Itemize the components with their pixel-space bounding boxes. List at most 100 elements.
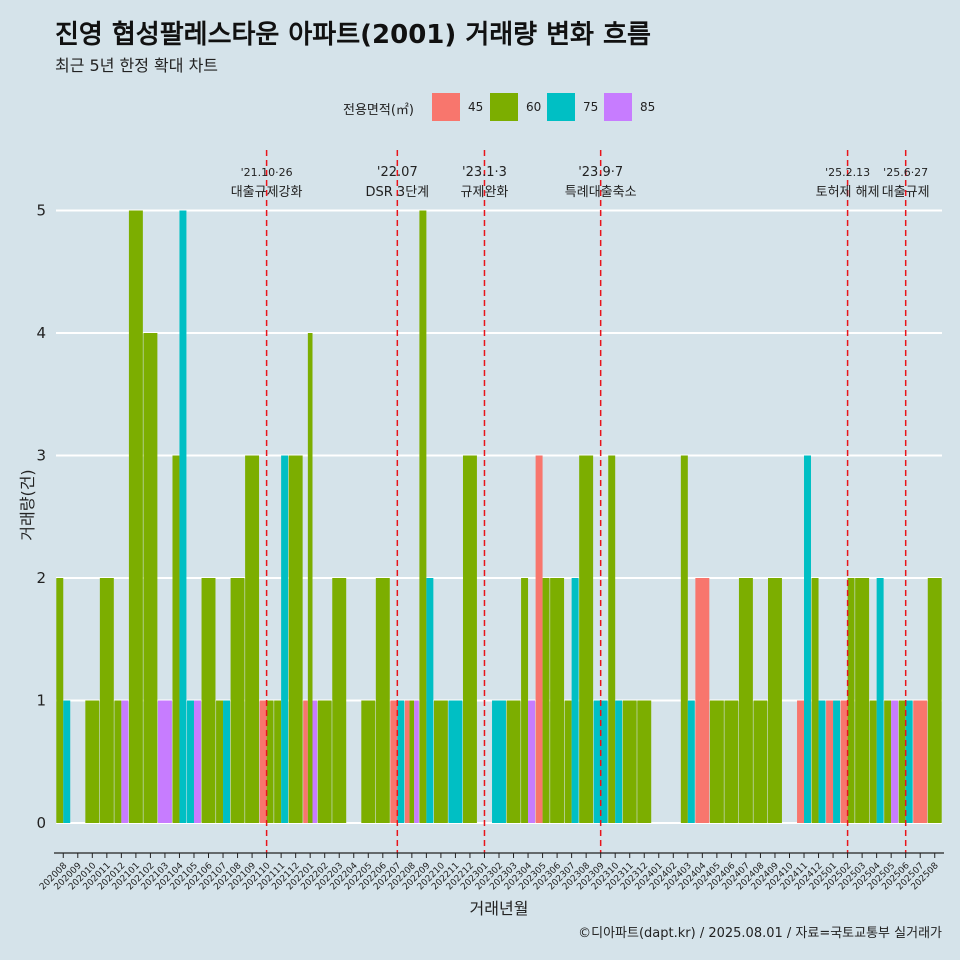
- y-tick-label: 5: [36, 202, 46, 220]
- bar-202010-60: [85, 700, 100, 823]
- y-tick-label: 1: [36, 692, 46, 710]
- bar-202208-85: [414, 700, 419, 823]
- bar-202505-85: [891, 700, 899, 823]
- legend-title: 전용면적(㎡): [343, 103, 414, 118]
- bar-202012-60: [114, 700, 122, 823]
- bar-202306-60: [550, 578, 565, 823]
- bar-202211-75: [448, 700, 463, 823]
- event-date-label: '23.9·7: [578, 165, 623, 180]
- bar-202502-45: [840, 700, 848, 823]
- bar-202110-60: [266, 700, 274, 823]
- bar-202110-45: [259, 700, 267, 823]
- bar-202405-60: [709, 700, 724, 823]
- bar-202104-75: [179, 210, 187, 823]
- bar-202508-60: [927, 578, 942, 823]
- bar-202203-60: [332, 578, 347, 823]
- bar-202008-60: [56, 578, 64, 823]
- bar-202404-45: [695, 578, 710, 823]
- bar-202207-75: [397, 700, 405, 823]
- y-tick-label: 2: [36, 569, 46, 587]
- bar-202201-85: [312, 700, 318, 823]
- bar-202308-60: [579, 455, 594, 823]
- y-tick-label: 0: [36, 814, 46, 832]
- bar-202305-45: [535, 455, 543, 823]
- event-text-label: 토허제 해제: [816, 185, 880, 200]
- bar-202408-60: [753, 700, 768, 823]
- legend-key-60: [490, 93, 518, 121]
- bar-202206-60: [375, 578, 390, 823]
- bar-202105-85: [193, 700, 201, 823]
- legend-label-60: 60: [526, 100, 542, 114]
- bar-202210-60: [433, 700, 448, 823]
- bar-202011-60: [99, 578, 114, 823]
- bar-202507-45: [913, 700, 928, 823]
- bar-202208-60: [409, 700, 415, 823]
- event-text-label: 특례대출축소: [565, 185, 637, 200]
- bar-202307-60: [564, 700, 572, 823]
- bar-202008-75: [63, 700, 71, 823]
- bar-202411-75: [804, 455, 811, 823]
- bar-202504-60: [869, 700, 877, 823]
- bar-202506-75: [905, 700, 913, 823]
- bar-202112-60: [288, 455, 303, 823]
- x-axis-title: 거래년월: [470, 899, 529, 918]
- bar-202412-60: [811, 578, 819, 823]
- bar-202505-60: [884, 700, 892, 823]
- bar-202312-60: [637, 700, 652, 823]
- bar-202302-75: [492, 700, 506, 823]
- y-tick-label: 4: [36, 324, 46, 342]
- bar-202407-60: [738, 578, 753, 823]
- bar-202303-60: [506, 700, 521, 823]
- bar-202103-85: [157, 700, 172, 823]
- legend-label-75: 75: [583, 100, 599, 114]
- event-date-label: '23.1·3: [462, 165, 507, 180]
- bar-202403-75: [687, 700, 695, 823]
- bar-202207-45: [390, 700, 398, 823]
- chart-title: 진영 협성팔레스타운 아파트(2001) 거래량 변화 흐름: [55, 20, 651, 50]
- legend-key-75: [547, 93, 575, 121]
- bar-202503-60: [855, 578, 870, 823]
- bar-202304-85: [528, 700, 536, 823]
- bar-202205-60: [361, 700, 376, 823]
- bar-202403-60: [680, 455, 688, 823]
- bar-202501-45: [826, 700, 834, 823]
- bar-202304-60: [521, 578, 529, 823]
- bar-202107-60: [216, 700, 224, 823]
- bar-202209-75: [426, 578, 434, 823]
- bar-202502-60: [847, 578, 855, 823]
- bar-202412-75: [818, 700, 826, 823]
- bar-202105-75: [187, 700, 194, 823]
- chart-subtitle: 최근 5년 한정 확대 차트: [55, 56, 219, 75]
- event-date-label: '25.2.13: [825, 166, 870, 179]
- bar-202409-60: [767, 578, 782, 823]
- event-text-label: 대출규제: [882, 185, 930, 200]
- bar-202305-60: [542, 578, 550, 823]
- legend-label-45: 45: [468, 100, 484, 114]
- bar-202108-60: [230, 578, 245, 823]
- legend-key-85: [604, 93, 632, 121]
- legend-label-85: 85: [640, 100, 656, 114]
- y-axis-title: 거래량(건): [18, 469, 37, 540]
- bar-202106-60: [201, 578, 216, 823]
- event-date-label: '21.10·26: [241, 166, 293, 179]
- bar-202209-60: [419, 210, 427, 823]
- event-text-label: DSR 3단계: [366, 185, 430, 200]
- event-text-label: 규제완화: [461, 185, 509, 200]
- bar-202208-45: [404, 700, 410, 823]
- bar-202501-75: [833, 700, 841, 823]
- bar-202102-60: [143, 333, 158, 823]
- bar-202111-60: [274, 700, 282, 823]
- bar-202202-60: [317, 700, 332, 823]
- bar-202311-60: [622, 700, 637, 823]
- bar-202310-75: [615, 700, 623, 823]
- y-tick-label: 3: [36, 447, 46, 465]
- legend-key-45: [432, 93, 460, 121]
- bar-202104-60: [172, 455, 180, 823]
- bar-202012-85: [121, 700, 129, 823]
- bar-202406-60: [724, 700, 739, 823]
- bar-202107-75: [223, 700, 231, 823]
- event-date-label: '22.07: [377, 165, 418, 180]
- bar-202111-75: [281, 455, 289, 823]
